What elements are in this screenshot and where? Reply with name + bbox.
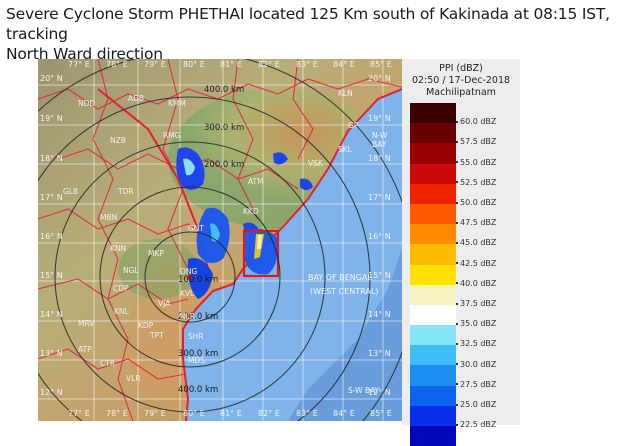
- range-label-top-200: 200.0 km: [204, 160, 245, 170]
- legend-swatch: [410, 365, 456, 386]
- legend-product: PPI (dBZ): [439, 63, 483, 74]
- longitude-labels-top: 77° E 78° E 79° E 80° E 81° E 82° E 83° …: [68, 60, 392, 69]
- place-labels: NDD NZB RMG ADB KMM GLB TDR MBN KNL KNN …: [63, 89, 359, 383]
- legend-timestamp: 02:50 / 17-Dec-2018: [411, 75, 511, 86]
- legend-swatch: [410, 345, 456, 366]
- range-label-300: 300.0 km: [178, 349, 219, 359]
- legend-tick-label: 40.0 dBZ: [456, 279, 496, 288]
- legend-tick-label: 37.5 dBZ: [456, 299, 496, 308]
- legend-tick-label: 32.5 dBZ: [456, 339, 496, 348]
- radar-map: 400.0 km 300.0 km 200.0 km 100.0 km 200.…: [38, 59, 402, 421]
- legend-swatch: [410, 163, 456, 184]
- legend-swatch: [410, 143, 456, 164]
- latitude-labels-left: 20° N 19° N 18° N 17° N 16° N 15° N 14° …: [40, 74, 63, 397]
- radar-echoes: [176, 147, 313, 299]
- storm-location-box: [242, 229, 280, 278]
- range-label-top-400: 400.0 km: [204, 85, 245, 95]
- legend-swatch: [410, 405, 456, 426]
- legend-swatch: [410, 183, 456, 204]
- caption-line-1: Severe Cyclone Storm PHETHAI located 125…: [6, 5, 610, 43]
- legend-swatch: [410, 264, 456, 285]
- caption: Severe Cyclone Storm PHETHAI located 125…: [6, 4, 636, 64]
- range-label-100: 100.0 km: [178, 275, 219, 285]
- legend-tick-label: 57.5 dBZ: [456, 137, 496, 146]
- radar-station-icon: [187, 274, 193, 280]
- legend-tick-label: 30.0 dBZ: [456, 360, 496, 369]
- range-label-top-300: 300.0 km: [204, 123, 245, 133]
- legend-swatch: [410, 203, 456, 225]
- legend-swatch: [410, 284, 456, 305]
- reflectivity-legend: PPI (dBZ) 02:50 / 17-Dec-2018 Machilipat…: [402, 59, 520, 446]
- legend-tick-label: 47.5 dBZ: [456, 218, 496, 227]
- legend-swatch: [410, 224, 456, 245]
- sea-label-west-central: (WEST CENTRAL): [310, 287, 379, 296]
- legend-tick-label: 27.5 dBZ: [456, 380, 496, 389]
- sea-label-sw-bay: S-W BAY: [348, 386, 380, 395]
- sea-label-bay-of-bengal: BAY OF BENGAL: [308, 273, 372, 282]
- radar-map-canvas: [38, 59, 402, 421]
- legend-swatch: [410, 385, 456, 406]
- caption-line-2: North Ward direction: [6, 45, 163, 63]
- legend-swatch: [410, 325, 456, 346]
- legend-swatch: [410, 244, 456, 265]
- legend-tick-label: 50.0 dBZ: [456, 198, 496, 207]
- longitude-labels-bottom: 77° E 78° E 79° E 80° E 81° E 82° E 83° …: [68, 409, 392, 418]
- legend-tick-label: 52.5 dBZ: [456, 178, 496, 187]
- legend-title: PPI (dBZ) 02:50 / 17-Dec-2018 Machilipat…: [402, 63, 520, 99]
- legend-tick-label: 25.0 dBZ: [456, 400, 496, 409]
- legend-tick-label: 55.0 dBZ: [456, 158, 496, 167]
- legend-tick-label: 42.5 dBZ: [456, 259, 496, 268]
- legend-tick-label: 45.0 dBZ: [456, 238, 496, 247]
- legend-swatch: [410, 103, 456, 124]
- legend-swatch: [410, 426, 456, 446]
- legend-swatch: [410, 304, 456, 326]
- legend-colorbar: [410, 103, 456, 446]
- legend-swatch: [410, 123, 456, 144]
- range-label-200: 200.0 km: [178, 312, 219, 322]
- legend-station: Machilipatnam: [426, 87, 496, 98]
- range-label-400: 400.0 km: [178, 385, 219, 395]
- latitude-labels-right: 20° N 19° N 18° N 17° N 16° N 15° N 14° …: [368, 74, 391, 397]
- legend-tick-label: 35.0 dBZ: [456, 319, 496, 328]
- legend-tick-label: 60.0 dBZ: [456, 117, 496, 126]
- sea-label-nw-bay: N-W BAY: [372, 131, 388, 149]
